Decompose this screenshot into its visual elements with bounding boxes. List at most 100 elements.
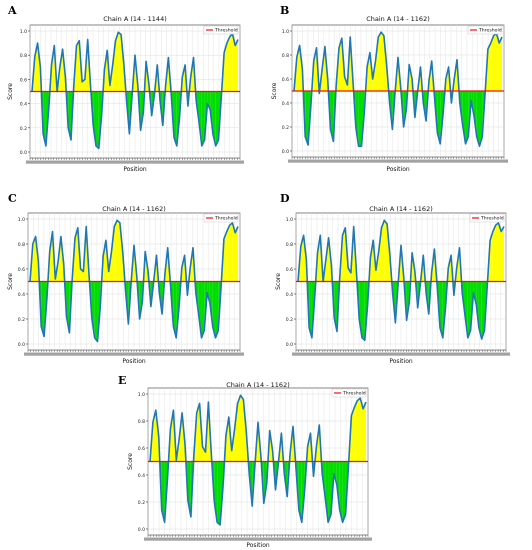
area-above-threshold — [226, 225, 230, 282]
y-tick-label: 0.2 — [18, 317, 25, 323]
area-above-threshold — [487, 43, 491, 91]
area-below-threshold — [298, 461, 302, 523]
area-below-threshold — [478, 281, 482, 339]
y-tick-label: 0.0 — [282, 149, 289, 155]
y-axis-label: Score — [7, 273, 14, 290]
area-above-threshold — [384, 220, 388, 282]
y-tick-label: 1.0 — [286, 217, 293, 223]
panel-b: B 0.0 0.2 0.4 0.6 0.8 1.0 Chain A (14 - 1162) P… — [266, 0, 530, 180]
area-below-threshold — [215, 91, 219, 146]
area-above-threshold — [431, 61, 435, 91]
panel-e: E 0.0 0.2 0.4 0.6 0.8 1.0 Chain A (14 - 1162) P… — [118, 370, 382, 550]
legend-label: Threshold — [478, 28, 502, 34]
area-above-threshold — [117, 220, 120, 282]
area-above-threshold — [498, 222, 502, 282]
area-above-threshold — [114, 220, 118, 282]
chart-b: 0.0 0.2 0.4 0.6 0.8 1.0 Chain A (14 - 1162) Pos… — [271, 15, 508, 173]
x-axis-label: Position — [389, 358, 413, 365]
area-above-threshold — [49, 231, 53, 282]
chart-d: 0.0 0.2 0.4 0.6 0.8 1.0 Chain A (14 - 1162) Pos… — [275, 205, 510, 365]
legend-label: Threshold — [342, 391, 366, 397]
chart-c: 0.0 0.2 0.4 0.6 0.8 1.0 Chain A (14 - 1162) Pos… — [7, 205, 244, 365]
y-tick-label: 0.4 — [20, 102, 27, 108]
area-above-threshold — [495, 222, 499, 282]
area-below-threshold — [201, 91, 205, 146]
area-above-threshold — [423, 255, 426, 282]
area-below-threshold — [41, 281, 45, 337]
area-below-threshold — [437, 91, 441, 144]
area-below-threshold — [358, 91, 362, 147]
y-tick-label: 0.2 — [282, 125, 289, 131]
area-below-threshold — [476, 91, 480, 147]
area-above-threshold — [496, 33, 500, 91]
chart-title: Chain A (14 - 1162) — [102, 205, 166, 213]
area-below-threshold — [91, 281, 95, 338]
y-tick-label: 0.6 — [282, 77, 289, 83]
area-below-threshold — [479, 91, 483, 147]
area-above-threshold — [240, 395, 244, 462]
y-tick-label: 0.8 — [138, 419, 145, 425]
area-below-threshold — [207, 91, 211, 110]
area-above-threshold — [224, 43, 227, 92]
area-above-threshold — [232, 33, 236, 92]
area-below-threshold — [199, 91, 202, 146]
area-below-threshold — [359, 281, 363, 338]
area-above-threshold — [103, 240, 106, 282]
panel-c: C 0.0 0.2 0.4 0.6 0.8 1.0 Chain A (14 - 1162) P… — [0, 186, 262, 366]
area-below-threshold — [173, 91, 177, 146]
area-above-threshold — [410, 252, 413, 282]
y-tick-label: 0.6 — [286, 267, 293, 273]
x-tick-labels-band — [292, 352, 510, 356]
panel-letter-a: A — [8, 4, 17, 17]
area-above-threshold — [360, 398, 364, 462]
y-axis-label: Score — [7, 83, 14, 100]
area-above-threshold — [232, 222, 236, 282]
area-above-threshold — [357, 398, 361, 462]
area-below-threshold — [305, 91, 309, 145]
panel-letter-e: E — [118, 374, 127, 387]
chart-title: Chain A (14 - 1162) — [226, 381, 290, 389]
x-axis-label: Position — [123, 166, 147, 173]
area-above-threshold — [293, 426, 296, 462]
area-above-threshold — [32, 236, 36, 282]
area-below-threshold — [161, 461, 165, 523]
y-tick-label: 0.8 — [286, 242, 293, 248]
area-above-threshold — [74, 227, 78, 282]
area-below-threshold — [93, 91, 97, 146]
legend-box — [467, 25, 503, 35]
area-above-threshold — [457, 59, 460, 91]
area-above-threshold — [235, 226, 238, 282]
y-axis-label: Score — [275, 273, 282, 290]
area-above-threshold — [170, 410, 174, 462]
area-below-threshold — [273, 461, 276, 490]
x-tick-labels-band — [144, 537, 372, 541]
legend-label: Threshold — [480, 216, 504, 222]
area-below-threshold — [212, 91, 216, 146]
y-tick-label: 0.0 — [20, 150, 27, 156]
area-below-threshold — [353, 91, 356, 127]
chart-title: Chain A (14 - 1162) — [369, 205, 433, 213]
area-below-threshold — [198, 281, 202, 338]
legend-box — [331, 388, 367, 398]
area-above-threshold — [378, 32, 382, 91]
area-above-threshold — [51, 45, 55, 92]
area-above-threshold — [492, 225, 496, 282]
y-tick-label: 0.2 — [286, 317, 293, 323]
area-below-threshold — [439, 281, 443, 338]
y-axis-label: Score — [127, 453, 134, 470]
area-above-threshold — [234, 403, 238, 462]
area-above-threshold — [490, 35, 494, 91]
area-above-threshold — [323, 260, 326, 282]
x-axis-label: Position — [386, 166, 410, 173]
area-below-threshold — [212, 281, 216, 338]
y-tick-label: 0.8 — [282, 53, 289, 59]
chart-a: 0.0 0.2 0.4 0.6 0.8 1.0 Chain A (14 - 1144) Pos… — [7, 15, 244, 173]
area-above-threshold — [202, 446, 206, 462]
area-above-threshold — [152, 410, 156, 462]
area-above-threshold — [307, 433, 311, 462]
area-above-threshold — [490, 231, 493, 282]
area-above-threshold — [118, 32, 122, 92]
area-above-threshold — [485, 49, 488, 91]
y-tick-label: 0.4 — [138, 473, 145, 479]
area-below-threshold — [173, 281, 177, 338]
